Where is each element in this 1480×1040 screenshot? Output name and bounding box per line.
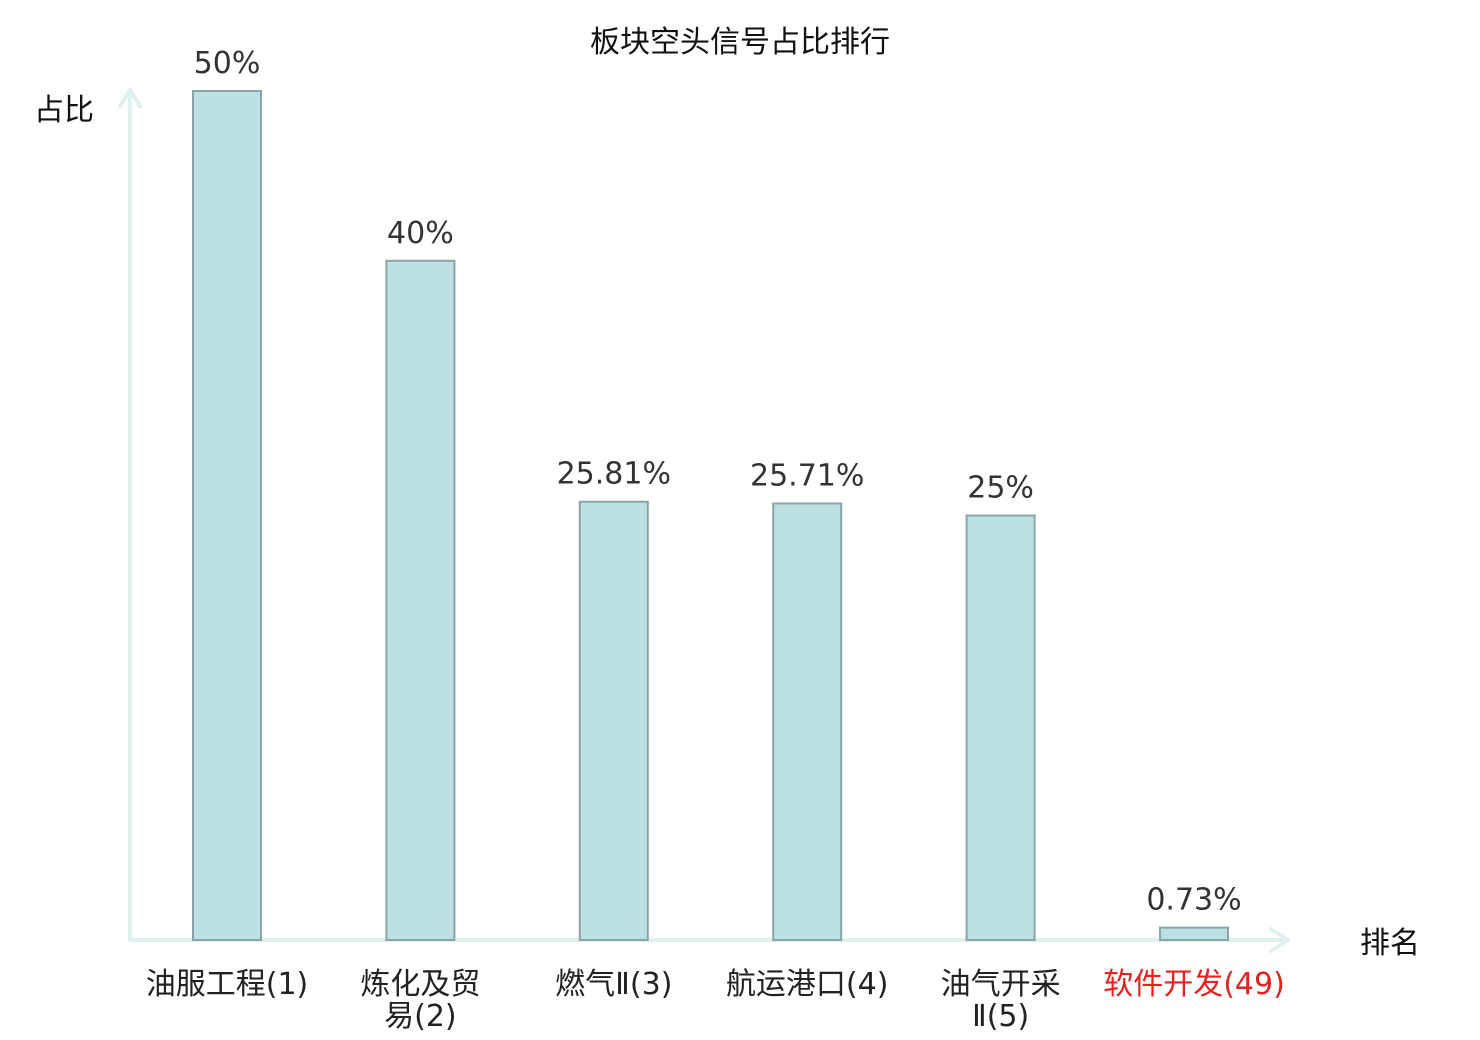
category-label-5: 油气开采 Ⅱ(5) — [941, 967, 1061, 1034]
category-label-line: 易(2) — [384, 999, 457, 1034]
x-axis-label: 排名 — [1360, 926, 1420, 961]
category-labels-group: 油服工程(1) 炼化及贸易(2) 燃气Ⅱ(3) 航运港口(4) 油气开采 Ⅱ(5) 软件开发… — [146, 967, 1285, 1034]
category-label-line: 软件开发(49) — [1103, 967, 1285, 1002]
bar-4 — [772, 502, 843, 941]
category-label-line: 燃气Ⅱ(3) — [555, 967, 672, 1002]
category-label-2: 炼化及贸易(2) — [360, 967, 480, 1034]
bars-group — [192, 90, 1229, 942]
value-label-6: 0.73% — [1146, 883, 1241, 918]
value-label-1: 50% — [194, 46, 261, 81]
category-label-line: 炼化及贸 — [360, 967, 480, 1002]
value-label-3: 25.81% — [557, 457, 671, 492]
value-labels-group: 50% 40% 25.81% 25.71% 25% 0.73% — [194, 46, 1242, 918]
category-label-4: 航运港口(4) — [726, 967, 889, 1002]
bar-2 — [385, 259, 456, 941]
value-label-5: 25% — [967, 471, 1034, 506]
category-label-line: 油服工程(1) — [146, 967, 309, 1002]
category-label-line: 航运港口(4) — [726, 967, 889, 1002]
y-axis-label: 占比 — [34, 93, 94, 128]
bar-3 — [578, 500, 649, 941]
value-label-2: 40% — [387, 216, 454, 251]
bar-6 — [1159, 926, 1229, 942]
category-label-line: 油气开采 — [941, 967, 1061, 1002]
category-label-1: 油服工程(1) — [146, 967, 309, 1002]
bar-5 — [965, 514, 1036, 941]
y-axis-arrow — [118, 88, 142, 108]
value-label-4: 25.71% — [750, 458, 864, 493]
category-label-6: 软件开发(49) — [1103, 967, 1285, 1002]
category-label-3: 燃气Ⅱ(3) — [555, 967, 672, 1002]
chart-title: 板块空头信号占比排行 — [590, 25, 890, 60]
axes — [118, 88, 1290, 953]
category-label-line: Ⅱ(5) — [972, 999, 1029, 1034]
bar-1 — [192, 90, 262, 941]
x-axis-arrow — [1269, 927, 1290, 953]
